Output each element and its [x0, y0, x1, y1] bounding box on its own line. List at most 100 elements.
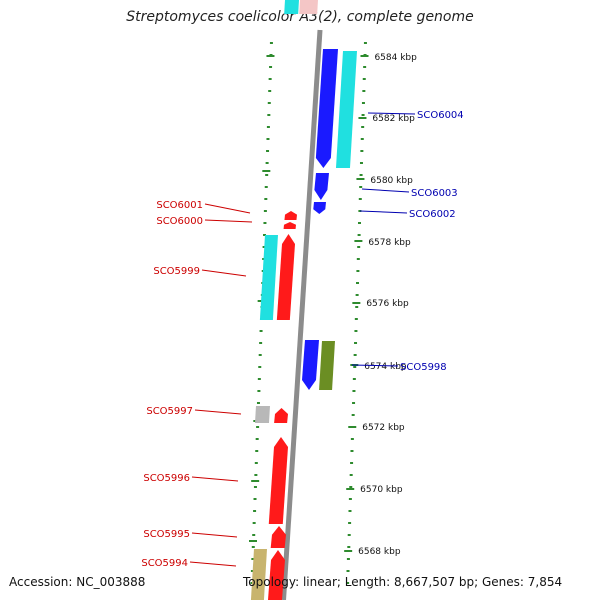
- gene-sco5996: [268, 437, 288, 524]
- right-tick: [347, 546, 351, 548]
- right-tick: [358, 198, 362, 200]
- right-tick: [354, 330, 358, 332]
- right-tick: [361, 126, 365, 128]
- left-tick: [265, 162, 269, 164]
- right-tick: [353, 366, 357, 368]
- gene-sco5997-red: [274, 408, 288, 423]
- gene-sco6004-cyan: [335, 51, 357, 168]
- scale-label: 6582 kbp: [372, 114, 415, 124]
- scale-label: 6578 kbp: [368, 238, 411, 248]
- left-tick: [269, 42, 273, 44]
- right-tick: [356, 258, 360, 260]
- right-tick: [348, 498, 352, 500]
- gene-label-sco5999: SCO5999: [153, 266, 200, 277]
- gene-sco5999-red: [276, 234, 295, 320]
- scale-label: 6572 kbp: [362, 423, 405, 433]
- right-tick: [351, 414, 355, 416]
- left-tick: [254, 462, 258, 464]
- right-tick: [352, 402, 356, 404]
- right-tick: [348, 510, 352, 512]
- gene-label-sco6001: SCO6001: [156, 200, 203, 211]
- gene-label-sco5998: SCO5998: [400, 362, 447, 373]
- gene-label-sco6002: SCO6002: [409, 209, 456, 220]
- right-tick: [361, 102, 365, 104]
- right-tick: [360, 150, 364, 152]
- right-tick: [352, 378, 356, 380]
- left-tick: [259, 330, 263, 332]
- scale-label: 6574 kbp: [364, 362, 407, 372]
- leader-line: [204, 203, 251, 214]
- right-tick: [359, 186, 363, 188]
- right-tick: [349, 486, 353, 488]
- right-tick: [358, 210, 362, 212]
- genome-summary-text: Topology: linear; Length: 8,667,507 bp; …: [243, 575, 563, 589]
- scale-label: 6584 kbp: [374, 53, 417, 63]
- right-major-tick: [356, 178, 365, 180]
- left-tick: [265, 174, 269, 176]
- gene-pink-top: [299, 0, 318, 14]
- left-tick: [266, 138, 270, 140]
- scale-label: 6570 kbp: [360, 485, 403, 495]
- left-tick: [258, 366, 262, 368]
- right-tick: [360, 138, 364, 140]
- left-tick: [269, 66, 273, 68]
- left-tick: [252, 522, 256, 524]
- right-tick: [362, 78, 366, 80]
- left-major-tick: [251, 480, 260, 482]
- right-tick: [357, 234, 361, 236]
- gene-cyan-top: [284, 0, 299, 14]
- gene-sco5997-gray: [254, 406, 270, 423]
- left-tick: [253, 486, 257, 488]
- right-tick: [359, 162, 363, 164]
- left-tick: [256, 402, 260, 404]
- scale-label: 6568 kbp: [358, 547, 401, 557]
- right-tick: [355, 294, 359, 296]
- right-major-tick: [344, 550, 353, 552]
- leader-line: [367, 112, 416, 115]
- leader-line: [194, 409, 242, 415]
- left-tick: [268, 78, 272, 80]
- gene-label-sco5996: SCO5996: [143, 473, 190, 484]
- right-major-tick: [352, 302, 361, 304]
- scale-label: 6580 kbp: [370, 176, 413, 186]
- left-tick: [258, 354, 262, 356]
- left-tick: [252, 534, 256, 536]
- right-tick: [352, 390, 356, 392]
- right-tick: [350, 462, 354, 464]
- left-tick: [263, 222, 267, 224]
- leader-line: [201, 269, 247, 277]
- left-tick: [263, 234, 267, 236]
- left-tick: [253, 510, 257, 512]
- left-tick: [268, 90, 272, 92]
- scale-label: 6576 kbp: [366, 299, 409, 309]
- right-tick: [362, 90, 366, 92]
- right-tick: [355, 306, 359, 308]
- gene-sco5999-cyan: [259, 235, 278, 320]
- left-tick: [255, 450, 259, 452]
- gene-sco5995: [270, 526, 286, 548]
- gene-sco5994-red: [268, 550, 285, 600]
- leader-line: [351, 364, 399, 367]
- left-tick: [257, 390, 261, 392]
- left-tick: [259, 342, 263, 344]
- right-tick: [356, 282, 360, 284]
- right-major-tick: [358, 117, 367, 119]
- gene-sco5998-olive: [319, 341, 335, 390]
- gene-label-sco6000: SCO6000: [156, 216, 203, 227]
- right-tick: [356, 270, 360, 272]
- gene-sco6004-blue: [315, 49, 338, 168]
- left-tick: [264, 186, 268, 188]
- right-tick: [346, 570, 350, 572]
- right-tick: [346, 558, 350, 560]
- right-major-tick: [354, 240, 363, 242]
- left-tick: [266, 126, 270, 128]
- left-major-tick: [262, 170, 271, 172]
- genome-backbone: [281, 29, 323, 600]
- left-tick: [251, 558, 255, 560]
- right-major-tick: [360, 55, 369, 57]
- left-tick: [257, 378, 261, 380]
- left-major-tick: [266, 55, 275, 57]
- left-tick: [263, 210, 267, 212]
